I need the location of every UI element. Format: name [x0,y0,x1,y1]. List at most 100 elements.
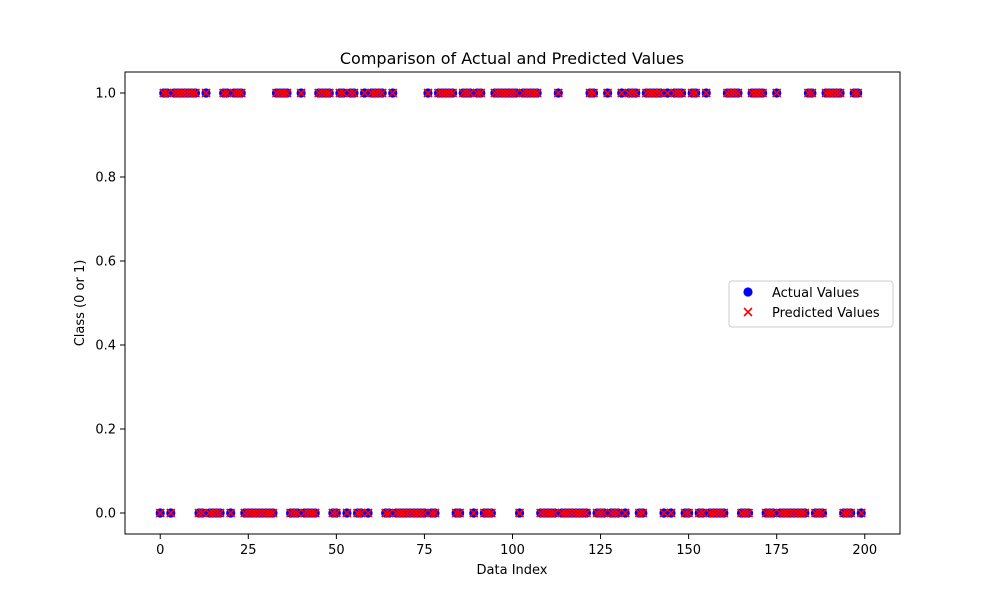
predicted-point [215,508,225,518]
predicted-point [398,508,408,518]
legend-box [728,280,894,328]
predicted-point [786,508,796,518]
predicted-point [814,508,824,518]
predicted-point [254,508,264,518]
predicted-point [282,88,292,98]
predicted-point [578,508,588,518]
predicted-point [377,88,387,98]
predicted-point [673,88,683,98]
predicted-point [648,88,658,98]
predicted-point [233,88,243,98]
predicted-point [405,508,415,518]
predicted-point [374,88,384,98]
predicted-point [606,508,616,518]
predicted-point [338,88,348,98]
predicted-point [581,508,592,518]
predicted-point [286,508,296,518]
predicted-point [324,88,334,98]
chart-title: Comparison of Actual and Predicted Value… [340,49,684,68]
predicted-point [803,88,813,98]
predicted-point [328,508,338,518]
predicted-point [846,508,856,518]
predicted-point [567,508,577,518]
predicted-point [219,88,229,98]
predicted-point [381,508,391,518]
predicted-point [701,88,711,98]
predicted-point [810,508,821,518]
predicted-point [729,88,739,98]
predicted-point [687,88,697,98]
predicted-point [789,508,799,518]
predicted-point [677,88,687,98]
predicted-point [342,508,352,518]
predicted-point [504,88,514,98]
series-predicted-values [155,88,866,518]
predicted-point [278,88,289,98]
predicted-point [367,88,377,98]
x-tick-label: 75 [416,543,433,558]
predicted-point [796,508,806,518]
predicted-point [208,508,218,518]
predicted-point [832,88,842,98]
predicted-point [335,88,345,98]
predicted-point [490,88,500,98]
predicted-point [824,88,835,98]
x-tick-label: 150 [676,543,701,558]
predicted-point [743,508,754,518]
legend: Actual Values Predicted Values [728,280,894,328]
predicted-point [155,508,165,518]
predicted-point [571,508,581,518]
predicted-point [479,508,489,518]
predicted-point [458,88,468,98]
predicted-point [437,88,447,98]
predicted-point [828,88,838,98]
x-tick-label: 200 [852,543,877,558]
x-tick-label: 25 [240,543,257,558]
predicted-point [197,508,208,518]
legend-label-actual: Actual Values [772,286,860,301]
predicted-point [190,88,201,98]
predicted-point [159,88,169,98]
predicted-point [321,88,331,98]
predicted-point [610,508,620,518]
predicted-point [201,88,211,98]
predicted-point [817,508,828,518]
predicted-point [620,508,630,518]
predicted-point [426,508,437,518]
predicted-point [617,88,627,98]
predicted-point [402,508,412,518]
predicted-point [483,508,493,518]
predicted-point [416,508,426,518]
predicted-point [173,88,183,98]
predicted-point [194,508,204,518]
predicted-point [388,88,398,98]
predicted-point [599,508,609,518]
predicted-point [359,88,370,98]
predicted-point [264,508,274,518]
predicted-point [747,88,757,98]
predicted-point [807,88,817,98]
predicted-point [472,88,482,98]
predicted-point [849,88,859,98]
predicted-point [751,88,761,98]
x-tick-label: 125 [588,543,613,558]
predicted-point [166,508,176,518]
predicted-point [212,508,222,518]
predicted-point [835,88,845,98]
predicted-point [240,508,250,518]
x-axis-ticks: 0 25 50 75 100 125 150 175 200 [156,534,877,558]
predicted-point [684,508,694,518]
predicted-point [261,508,271,518]
predicted-point [268,508,278,518]
predicted-point [514,508,525,518]
predicted-point [469,508,479,518]
predicted-point [712,508,722,518]
predicted-point [169,88,179,98]
predicted-point [754,88,764,98]
predicted-point [842,508,852,518]
predicted-point [800,508,810,518]
predicted-point [162,88,172,98]
predicted-point [441,88,451,98]
plot-marks [155,88,866,518]
